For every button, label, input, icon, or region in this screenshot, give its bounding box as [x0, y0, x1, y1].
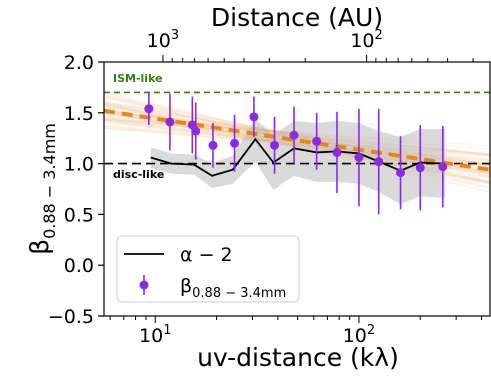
legend-beta-subscript: 0.88 − 3.4mm — [192, 286, 286, 301]
y-tick-label: 1.5 — [64, 103, 94, 125]
y-tick-label: 0.5 — [64, 204, 94, 226]
beta-point — [249, 112, 259, 122]
beta-point — [289, 130, 299, 140]
legend-beta-symbol: β — [180, 275, 192, 297]
top-tick-label: 103 — [147, 28, 179, 52]
legend-box — [116, 235, 300, 303]
x-tick-label: 101 — [139, 323, 171, 347]
beta-point — [165, 117, 175, 127]
y-axis-label: β0.88 − 3.4mm — [25, 123, 59, 255]
y-tick-label: 2.0 — [64, 52, 94, 74]
disc-like-label: disc-like — [113, 168, 164, 181]
y-tick-label: 1.0 — [64, 154, 94, 176]
y-axis-label-subscript: 0.88 − 3.4mm — [40, 123, 59, 239]
beta-point — [144, 104, 154, 114]
legend-beta-marker — [139, 280, 149, 290]
y-tick-label: −0.5 — [48, 306, 94, 328]
beta-point — [438, 162, 448, 172]
beta-point — [415, 163, 425, 173]
legend-alpha-minus-2-label: α − 2 — [180, 244, 233, 266]
y-axis-label-symbol: β — [25, 239, 54, 255]
beta-point — [208, 140, 218, 150]
beta-point — [312, 136, 322, 146]
beta-point — [270, 140, 280, 150]
x-tick-label: 102 — [343, 323, 375, 347]
x-axis-label: uv-distance (kλ) — [197, 343, 399, 372]
top-tick-label: 102 — [350, 28, 382, 52]
beta-point — [396, 168, 406, 178]
legend: α − 2 β0.88 − 3.4mm — [116, 235, 300, 303]
y-tick-label: 0.0 — [64, 255, 94, 277]
beta-point — [354, 153, 364, 163]
beta-point — [332, 147, 342, 157]
beta-point — [230, 138, 240, 148]
fit-line — [104, 108, 490, 172]
beta-point — [374, 157, 384, 167]
alpha-minus-2-uncertainty-band — [150, 118, 446, 205]
beta-point — [191, 126, 201, 136]
legend-beta-label: β0.88 − 3.4mm — [180, 275, 286, 301]
top-axis-title: Distance (AU) — [211, 3, 383, 32]
ism-like-label: ISM-like — [113, 72, 163, 85]
plot-frame — [103, 61, 491, 317]
